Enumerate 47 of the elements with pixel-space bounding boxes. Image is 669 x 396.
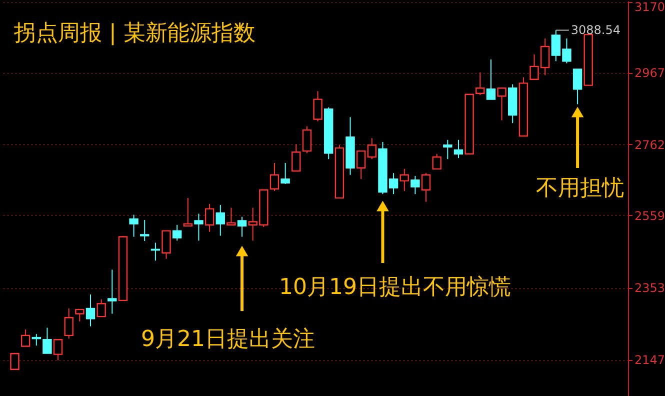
y-tick-label: 3170 bbox=[634, 0, 666, 14]
candlestick bbox=[476, 72, 485, 96]
candlestick bbox=[486, 58, 496, 100]
candlestick bbox=[183, 197, 193, 227]
candlestick bbox=[421, 172, 431, 202]
annotation: 3088.54 bbox=[570, 23, 621, 38]
candlestick bbox=[42, 327, 52, 354]
candlestick bbox=[410, 175, 420, 195]
candlestick bbox=[172, 224, 182, 242]
candlestick bbox=[86, 294, 96, 327]
candlestick bbox=[108, 269, 117, 314]
candlestick bbox=[572, 68, 582, 105]
candlestick bbox=[270, 162, 280, 192]
annotation: 不用担忧 bbox=[536, 176, 624, 201]
candlestick bbox=[216, 204, 225, 236]
y-tick-label: 2147 bbox=[634, 353, 666, 368]
candlestick bbox=[400, 168, 409, 192]
candlestick bbox=[53, 339, 63, 361]
candlestick bbox=[96, 298, 106, 318]
candlestick bbox=[64, 308, 74, 340]
candlestick bbox=[356, 150, 366, 180]
candlestick bbox=[140, 219, 150, 242]
annotation: 10月19日提出不用惊慌 bbox=[279, 275, 511, 300]
candlestick bbox=[497, 86, 506, 121]
candlestick bbox=[313, 90, 322, 122]
candlestick bbox=[432, 153, 442, 170]
candlestick bbox=[226, 207, 236, 226]
candlestick bbox=[302, 126, 312, 154]
candlestick bbox=[443, 139, 452, 160]
candlestick bbox=[32, 334, 41, 346]
candlestick bbox=[20, 328, 30, 347]
candlestick bbox=[237, 216, 247, 238]
candlestick bbox=[129, 214, 138, 238]
text: 拐点周报 | 某新能源指数 bbox=[13, 21, 256, 46]
y-tick-label: 2762 bbox=[634, 138, 666, 152]
candlestick bbox=[162, 230, 171, 260]
candlestick bbox=[204, 203, 214, 232]
annotation: 9月21日提出关注 bbox=[141, 327, 315, 352]
y-tick-label: 2353 bbox=[634, 281, 666, 296]
y-tick-label: 2559 bbox=[634, 208, 666, 223]
candlestick bbox=[280, 162, 290, 184]
candlestick bbox=[292, 144, 301, 172]
candlestick bbox=[194, 213, 204, 242]
candlestick bbox=[75, 308, 84, 322]
candlestick bbox=[454, 139, 464, 159]
candlestick bbox=[367, 138, 377, 160]
y-tick-label: 2967 bbox=[634, 66, 666, 80]
